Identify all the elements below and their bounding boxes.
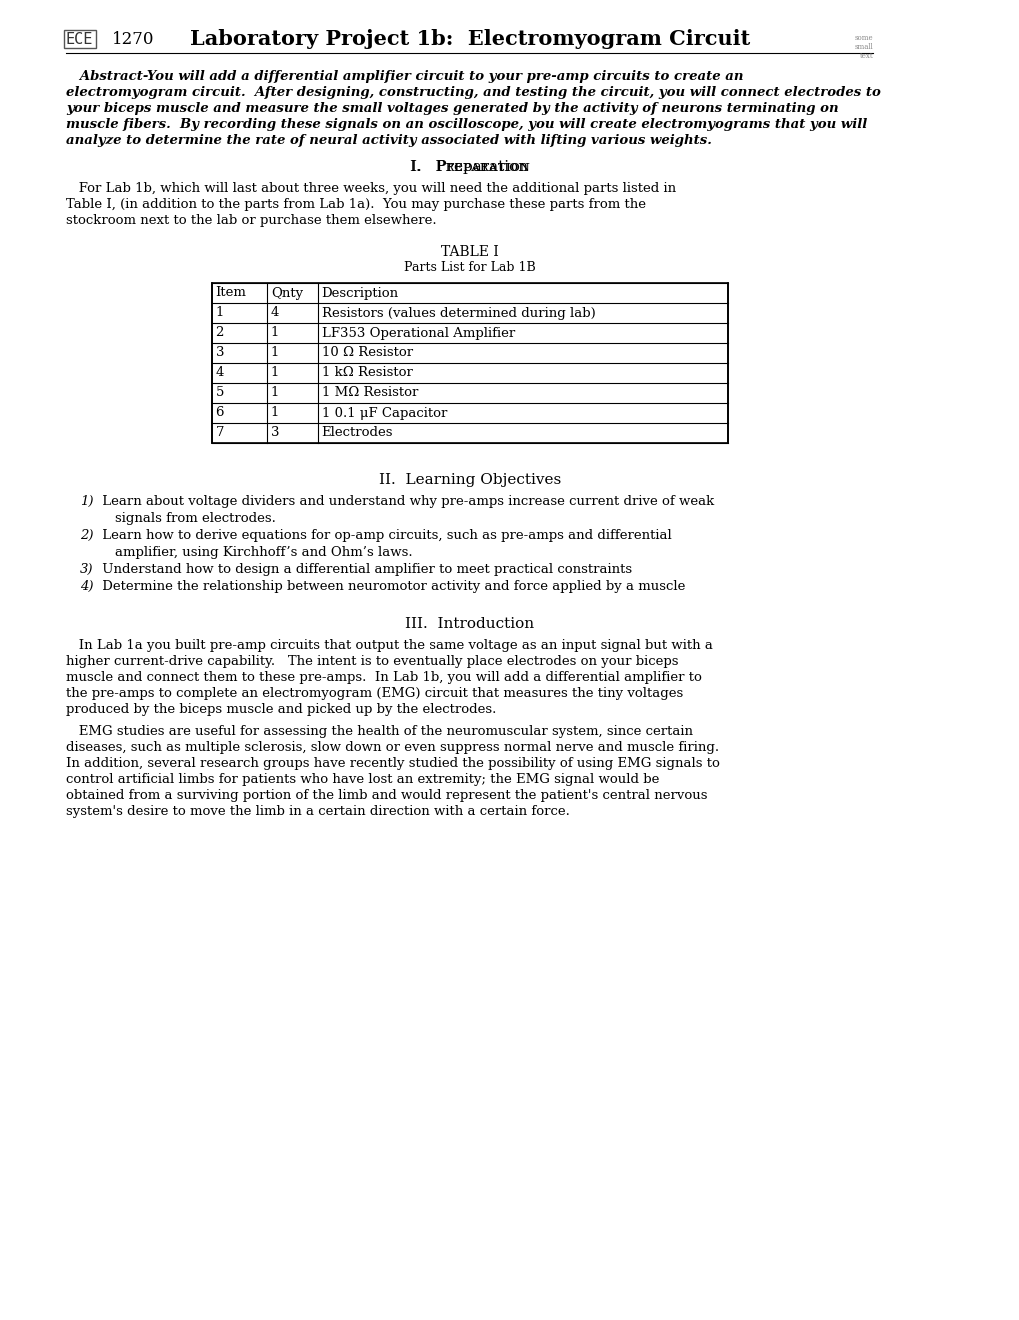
Text: 5: 5 xyxy=(215,387,224,400)
Text: In addition, several research groups have recently studied the possibility of us: In addition, several research groups hav… xyxy=(66,756,719,770)
Text: Laboratory Project 1b:  Electromyogram Circuit: Laboratory Project 1b: Electromyogram Ci… xyxy=(190,29,749,49)
Text: TABLE I: TABLE I xyxy=(440,246,498,259)
Text: 1): 1) xyxy=(81,495,94,508)
Text: Resistors (values determined during lab): Resistors (values determined during lab) xyxy=(321,306,595,319)
Text: I.   Pʀᴇᴘᴀʀᴀᴛɪᴏɴ: I. Pʀᴇᴘᴀʀᴀᴛɪᴏɴ xyxy=(410,160,529,174)
Text: 7: 7 xyxy=(215,426,224,440)
Text: 6: 6 xyxy=(215,407,224,420)
Text: 1 MΩ Resistor: 1 MΩ Resistor xyxy=(321,387,418,400)
Text: 3): 3) xyxy=(81,564,94,576)
Text: 1: 1 xyxy=(271,346,279,359)
Text: some
small
text: some small text xyxy=(854,34,872,61)
Text: 1: 1 xyxy=(271,387,279,400)
Text: Learn how to derive equations for op-amp circuits, such as pre-amps and differen: Learn how to derive equations for op-amp… xyxy=(98,529,671,543)
Text: Determine the relationship between neuromotor activity and force applied by a mu: Determine the relationship between neuro… xyxy=(98,579,685,593)
Text: EMG studies are useful for assessing the health of the neuromuscular system, sin: EMG studies are useful for assessing the… xyxy=(66,725,693,738)
Text: diseases, such as multiple sclerosis, slow down or even suppress normal nerve an: diseases, such as multiple sclerosis, sl… xyxy=(66,741,718,754)
Text: 1 kΩ Resistor: 1 kΩ Resistor xyxy=(321,367,412,380)
Text: Description: Description xyxy=(321,286,398,300)
Text: muscle and connect them to these pre-amps.  In Lab 1b, you will add a differenti: muscle and connect them to these pre-amp… xyxy=(66,671,701,684)
Text: 2): 2) xyxy=(81,529,94,543)
Text: 1: 1 xyxy=(271,407,279,420)
Text: Qnty: Qnty xyxy=(271,286,303,300)
Text: 1 0.1 μF Capacitor: 1 0.1 μF Capacitor xyxy=(321,407,446,420)
Text: signals from electrodes.: signals from electrodes. xyxy=(98,512,275,525)
Bar xyxy=(212,282,728,444)
Text: Table I, (in addition to the parts from Lab 1a).  You may purchase these parts f: Table I, (in addition to the parts from … xyxy=(66,198,646,211)
Text: your biceps muscle and measure the small voltages generated by the activity of n: your biceps muscle and measure the small… xyxy=(66,102,839,115)
Text: system's desire to move the limb in a certain direction with a certain force.: system's desire to move the limb in a ce… xyxy=(66,805,570,818)
Text: Parts List for Lab 1B: Parts List for Lab 1B xyxy=(404,261,535,275)
Text: 1: 1 xyxy=(271,367,279,380)
Text: Item: Item xyxy=(215,286,247,300)
Text: obtained from a surviving portion of the limb and would represent the patient's : obtained from a surviving portion of the… xyxy=(66,789,707,803)
Text: LF353 Operational Amplifier: LF353 Operational Amplifier xyxy=(321,326,515,339)
Text: higher current-drive capability.   The intent is to eventually place electrodes : higher current-drive capability. The int… xyxy=(66,655,679,668)
Text: III.  Introduction: III. Introduction xyxy=(405,616,534,631)
Text: 10 Ω Resistor: 10 Ω Resistor xyxy=(321,346,413,359)
Text: 4: 4 xyxy=(215,367,224,380)
Text: amplifier, using Kirchhoff’s and Ohm’s laws.: amplifier, using Kirchhoff’s and Ohm’s l… xyxy=(98,546,412,558)
Text: 1: 1 xyxy=(215,306,224,319)
Text: electromyogram circuit.  After designing, constructing, and testing the circuit,: electromyogram circuit. After designing,… xyxy=(66,86,880,99)
Text: Learn about voltage dividers and understand why pre-amps increase current drive : Learn about voltage dividers and underst… xyxy=(98,495,713,508)
Text: stockroom next to the lab or purchase them elsewhere.: stockroom next to the lab or purchase th… xyxy=(66,214,436,227)
Text: Abstract-You will add a differential amplifier circuit to your pre-amp circuits : Abstract-You will add a differential amp… xyxy=(66,70,743,83)
Text: 4): 4) xyxy=(81,579,94,593)
Text: muscle fibers.  By recording these signals on an oscilloscope, you will create e: muscle fibers. By recording these signal… xyxy=(66,117,867,131)
FancyBboxPatch shape xyxy=(63,30,96,48)
Text: analyze to determine the rate of neural activity associated with lifting various: analyze to determine the rate of neural … xyxy=(66,135,711,147)
Text: 1: 1 xyxy=(271,326,279,339)
Text: 3: 3 xyxy=(215,346,224,359)
Text: 3: 3 xyxy=(271,426,279,440)
Text: I.   Preparation: I. Preparation xyxy=(411,160,528,174)
Text: Electrodes: Electrodes xyxy=(321,426,392,440)
Text: produced by the biceps muscle and picked up by the electrodes.: produced by the biceps muscle and picked… xyxy=(66,704,496,715)
Text: 2: 2 xyxy=(215,326,224,339)
Text: Understand how to design a differential amplifier to meet practical constraints: Understand how to design a differential … xyxy=(98,564,631,576)
Text: For Lab 1b, which will last about three weeks, you will need the additional part: For Lab 1b, which will last about three … xyxy=(66,182,676,195)
Text: the pre-amps to complete an electromyogram (EMG) circuit that measures the tiny : the pre-amps to complete an electromyogr… xyxy=(66,686,683,700)
Text: control artificial limbs for patients who have lost an extremity; the EMG signal: control artificial limbs for patients wh… xyxy=(66,774,659,785)
Text: 1270: 1270 xyxy=(112,30,155,48)
Text: ECE: ECE xyxy=(65,32,93,46)
Text: In Lab 1a you built pre-amp circuits that output the same voltage as an input si: In Lab 1a you built pre-amp circuits tha… xyxy=(66,639,712,652)
Text: 4: 4 xyxy=(271,306,279,319)
Text: II.  Learning Objectives: II. Learning Objectives xyxy=(378,473,560,487)
